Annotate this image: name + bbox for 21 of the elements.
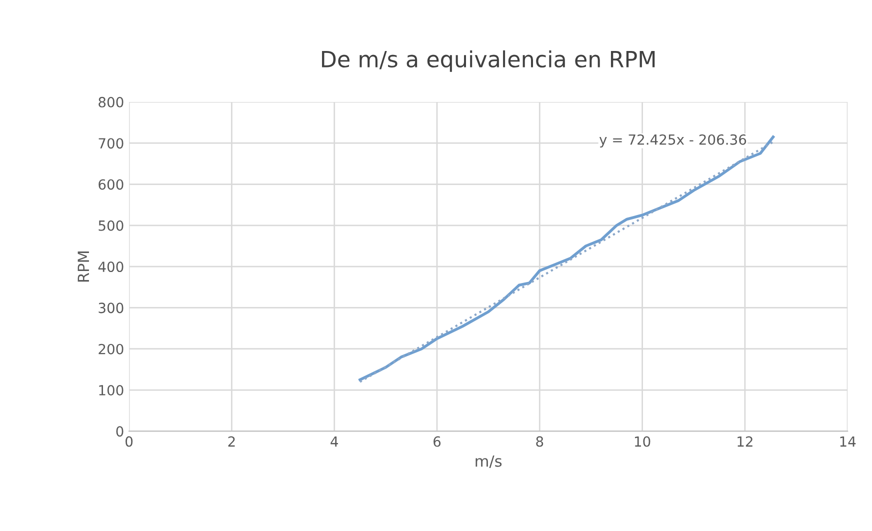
y-tick-label: 300 [98,302,124,314]
x-tick-label: 12 [738,436,752,447]
y-tick-label: 400 [98,262,124,272]
x-tick-label: 14 [840,436,856,447]
y-tick-label: 100 [99,384,124,396]
y-tick-label: 700 [98,138,124,149]
y-tick-label: 500 [98,220,124,231]
y-tick-label: 200 [98,344,124,354]
y-axis-title: RPM [78,252,89,282]
y-tick-label: 0 [116,426,124,437]
annotation: y = 72.425x - 206.36 [599,134,746,148]
x-axis-title: m/s [476,456,502,468]
chart-title: De m/s a equivalencia en RPM [322,50,655,72]
x-tick-label: 2 [228,436,235,447]
x-tick-label: 4 [330,436,338,447]
x-tick-label: 0 [126,436,133,447]
y-tick-label: 600 [98,179,124,190]
y-tick-label: 800 [98,96,124,108]
x-tick-label: 8 [536,436,544,447]
x-tick-label: 10 [634,436,650,447]
x-tick-label: 6 [434,436,441,447]
